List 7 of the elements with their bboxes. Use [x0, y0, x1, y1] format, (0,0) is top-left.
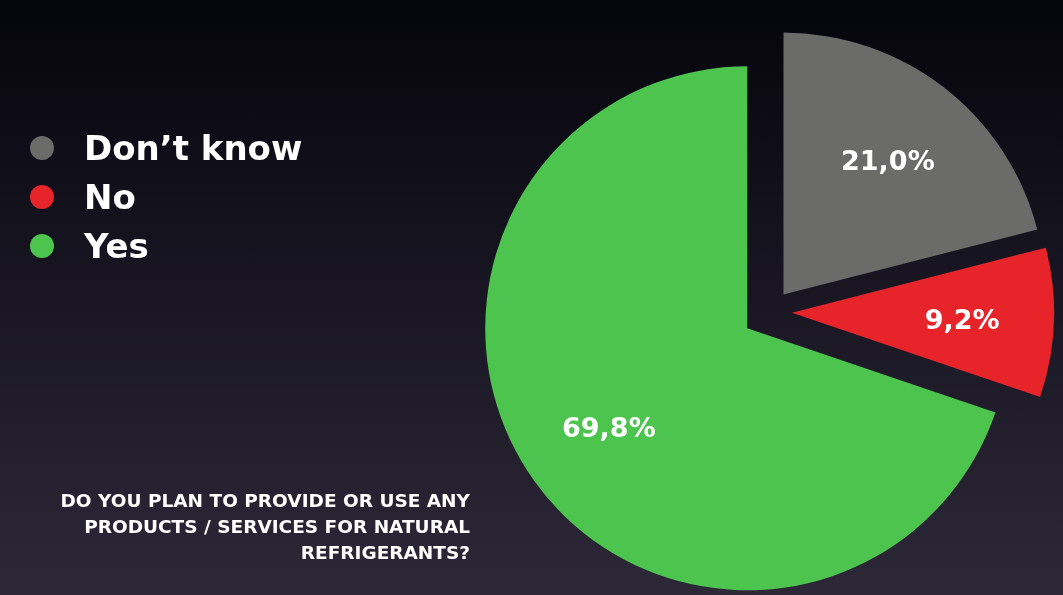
- data-label: 21,0%: [841, 144, 935, 176]
- legend-label: No: [84, 177, 136, 217]
- data-label: 9,2%: [924, 303, 1000, 335]
- legend-label: Don’t know: [84, 128, 303, 168]
- text: DO YOU PLAN TO PROVIDE OR USE ANY PRODUCTS / SERVICES FOR NATURAL REFRIGERANTS?: [60, 490, 471, 563]
- data-label: 69,8%: [562, 412, 656, 444]
- legend-label: Yes: [83, 226, 149, 266]
